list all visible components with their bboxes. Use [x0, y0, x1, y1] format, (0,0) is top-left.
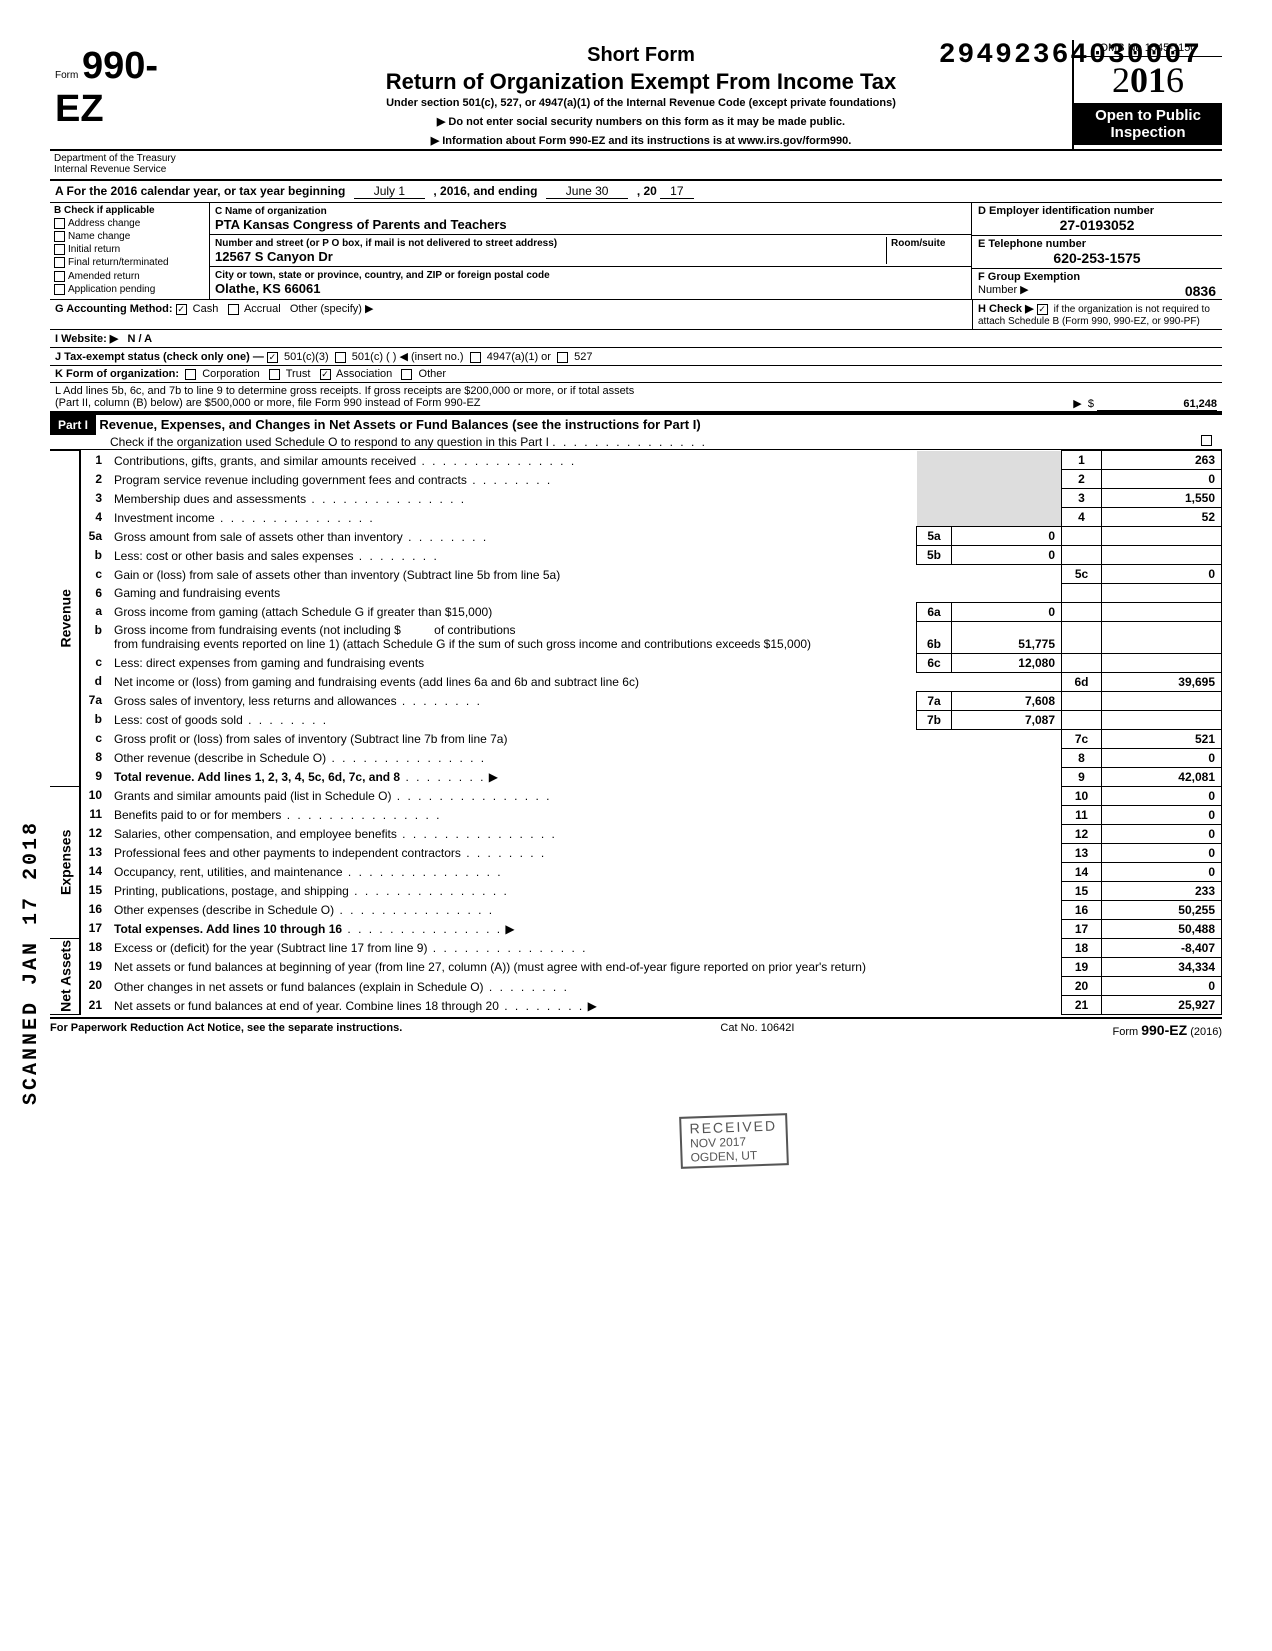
- footer-left: For Paperwork Reduction Act Notice, see …: [50, 1022, 402, 1038]
- line-5a-val: 0: [952, 527, 1062, 546]
- document-code: 29492364030007: [939, 40, 1202, 71]
- chk-accrual[interactable]: [228, 304, 239, 315]
- form-subtitle: Return of Organization Exempt From Incom…: [220, 69, 1062, 95]
- open-public: Open to Public: [1078, 107, 1218, 124]
- line-19-val: 34,334: [1102, 957, 1222, 976]
- received-stamp: RECEIVED NOV 2017 OGDEN, UT: [679, 1113, 788, 1169]
- f-label: F Group Exemption: [978, 271, 1080, 283]
- line-12-val: 0: [1102, 824, 1222, 843]
- line-16-val: 50,255: [1102, 900, 1222, 919]
- form-title: Short Form: [220, 44, 1062, 67]
- line-5b-val: 0: [952, 546, 1062, 565]
- room-label: Room/suite: [891, 238, 945, 249]
- chk-app-pending[interactable]: [54, 284, 65, 295]
- street: 12567 S Canyon Dr: [215, 249, 333, 264]
- line-3-val: 1,550: [1102, 489, 1222, 508]
- form-word: Form: [55, 70, 78, 81]
- footer-center: Cat No. 10642I: [720, 1022, 794, 1038]
- line-10-val: 0: [1102, 786, 1222, 805]
- chk-initial[interactable]: [54, 244, 65, 255]
- part-1-label: Part I: [50, 415, 96, 435]
- year-begin: July 1: [354, 184, 425, 199]
- line-6b-val: 51,775: [952, 621, 1062, 653]
- website: N / A: [127, 333, 152, 345]
- chk-trust[interactable]: [269, 369, 280, 380]
- form-arrow-1: ▶ Do not enter social security numbers o…: [220, 115, 1062, 128]
- chk-name[interactable]: [54, 231, 65, 242]
- form-under: Under section 501(c), 527, or 4947(a)(1)…: [220, 97, 1062, 109]
- line-6c-val: 12,080: [952, 653, 1062, 672]
- chk-amended[interactable]: [54, 271, 65, 282]
- ein: 27-0193052: [978, 217, 1216, 233]
- line-15-val: 233: [1102, 881, 1222, 900]
- inspection: Inspection: [1078, 124, 1218, 141]
- line-21-val: 25,927: [1102, 996, 1222, 1015]
- side-revenue: Revenue: [50, 451, 80, 787]
- line-1-val: 263: [1102, 451, 1222, 470]
- line-11-val: 0: [1102, 805, 1222, 824]
- line-k: K Form of organization: Corporation Trus…: [50, 366, 1222, 383]
- form-table: Revenue 1 Contributions, gifts, grants, …: [50, 450, 1222, 1015]
- line-7a-val: 7,608: [952, 691, 1062, 710]
- line-6d-val: 39,695: [1102, 672, 1222, 691]
- year-end-month: June 30: [546, 184, 629, 199]
- e-label: E Telephone number: [978, 238, 1086, 250]
- chk-sched-o[interactable]: [1201, 435, 1212, 446]
- line-13-val: 0: [1102, 843, 1222, 862]
- chk-other[interactable]: [401, 369, 412, 380]
- chk-cash[interactable]: ✓: [176, 304, 187, 315]
- footer-form: 990-EZ: [1141, 1022, 1187, 1038]
- chk-corp[interactable]: [185, 369, 196, 380]
- chk-address[interactable]: [54, 218, 65, 229]
- form-arrow-2: ▶ Information about Form 990-EZ and its …: [220, 134, 1062, 147]
- line-2-val: 0: [1102, 470, 1222, 489]
- line-7b-val: 7,087: [952, 710, 1062, 729]
- line-17-val: 50,488: [1102, 919, 1222, 938]
- line-20-val: 0: [1102, 976, 1222, 995]
- chk-527[interactable]: [557, 352, 568, 363]
- line-7c-val: 521: [1102, 729, 1222, 748]
- line-9-val: 42,081: [1102, 767, 1222, 786]
- line-6a-val: 0: [952, 602, 1062, 621]
- year-end-year: 17: [660, 184, 693, 199]
- chk-501c[interactable]: [335, 352, 346, 363]
- chk-final[interactable]: [54, 257, 65, 268]
- h-label: H Check ▶: [978, 303, 1034, 315]
- dept-1: Department of the Treasury: [54, 153, 206, 164]
- line-4-val: 52: [1102, 508, 1222, 527]
- line-l: L Add lines 5b, 6c, and 7b to line 9 to …: [50, 383, 1222, 413]
- group-exemption: 0836: [1185, 283, 1216, 299]
- gross-receipts: 61,248: [1097, 398, 1217, 411]
- city: Olathe, KS 66061: [215, 281, 321, 296]
- g-label: G Accounting Method:: [55, 303, 173, 315]
- part-1-check: Check if the organization used Schedule …: [50, 435, 549, 449]
- side-expenses: Expenses: [50, 786, 80, 938]
- city-label: City or town, state or province, country…: [215, 270, 550, 281]
- side-netassets: Net Assets: [50, 938, 80, 1015]
- line-j: J Tax-exempt status (check only one) — ✓…: [50, 348, 1222, 366]
- line-a: A For the 2016 calendar year, or tax yea…: [50, 181, 1222, 203]
- dept-2: Internal Revenue Service: [54, 164, 206, 175]
- phone: 620-253-1575: [978, 250, 1216, 266]
- line-5c-val: 0: [1102, 565, 1222, 584]
- c-label: C Name of organization: [215, 206, 327, 217]
- org-name: PTA Kansas Congress of Parents and Teach…: [215, 217, 507, 232]
- d-label: D Employer identification number: [978, 205, 1154, 217]
- part-1-title: Revenue, Expenses, and Changes in Net As…: [99, 417, 700, 432]
- line-8-val: 0: [1102, 748, 1222, 767]
- chk-assoc[interactable]: ✓: [320, 369, 331, 380]
- line-14-val: 0: [1102, 862, 1222, 881]
- street-label: Number and street (or P O box, if mail i…: [215, 238, 557, 249]
- scanned-stamp: SCANNED JAN 17 2018: [20, 820, 43, 1105]
- i-label: I Website: ▶: [55, 333, 118, 345]
- form-number: 990-EZ: [55, 45, 158, 130]
- chk-sched-b[interactable]: ✓: [1037, 304, 1048, 315]
- footer: For Paperwork Reduction Act Notice, see …: [50, 1017, 1222, 1038]
- chk-501c3[interactable]: ✓: [267, 352, 278, 363]
- line-18-val: -8,407: [1102, 938, 1222, 957]
- chk-4947[interactable]: [470, 352, 481, 363]
- b-label: B Check if applicable: [54, 205, 155, 216]
